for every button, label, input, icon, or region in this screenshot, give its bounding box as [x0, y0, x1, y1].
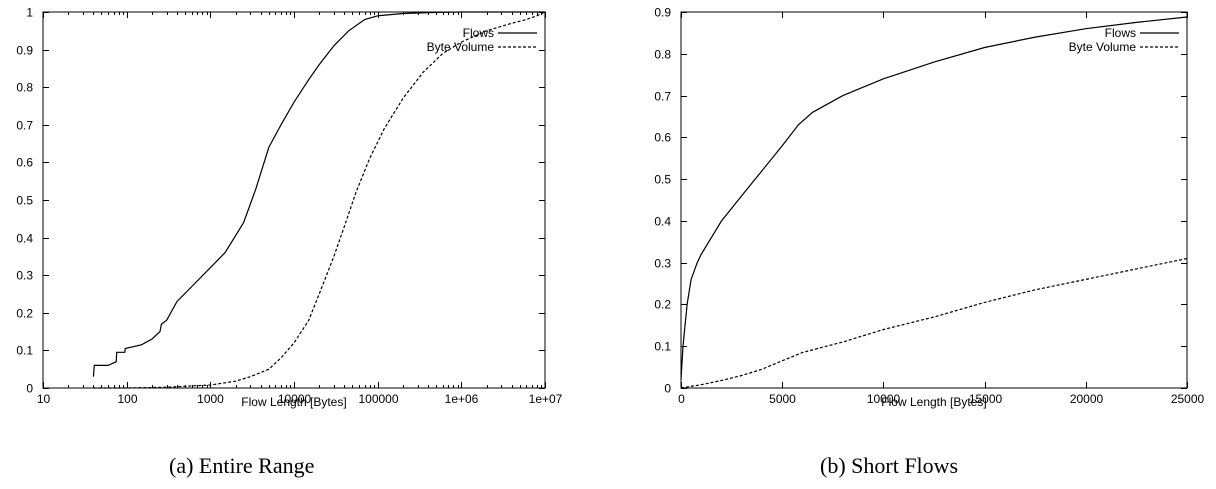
x-tick-label: 10 [37, 392, 51, 406]
y-tick-label: 0.6 [654, 131, 671, 145]
series-line-flows [680, 16, 1188, 380]
y-tick-label: 0.8 [16, 81, 33, 95]
plot-frame [680, 11, 1188, 389]
x-tick-label: 1000 [197, 392, 224, 406]
y-tick-label: 0.3 [654, 257, 671, 271]
x-axis-label: Flow Length [Bytes] [241, 395, 346, 409]
series-line-flows [92, 11, 545, 377]
x-tick-label: 1e+07 [529, 392, 563, 406]
x-tick-label: 1e+06 [445, 392, 479, 406]
x-tick-label: 5000 [769, 392, 796, 406]
legend-label: Byte Volume [427, 40, 495, 54]
y-tick-label: 0.9 [16, 44, 33, 58]
y-tick-label: 0.8 [654, 48, 671, 62]
x-tick-label: 20000 [1070, 392, 1104, 406]
y-tick-label: 0.5 [654, 173, 671, 187]
x-tick-label: 100000 [358, 392, 398, 406]
plot-frame [42, 11, 546, 389]
chart-panel-0: 0 0.1 0.2 0.3 0.4 0.5 0.6 0.7 0.8 0.9 1 10 100 1000 10… [16, 6, 562, 479]
y-tick-label: 0.1 [654, 340, 671, 354]
y-tick-label: 0.4 [16, 232, 33, 246]
y-tick-label: 0 [26, 382, 33, 396]
y-tick-label: 0.1 [16, 344, 33, 358]
x-tick-label: 10000 [278, 392, 312, 406]
y-tick-label: 0.2 [16, 307, 33, 321]
legend-label: Flows [1105, 26, 1136, 40]
x-tick-label: 15000 [969, 392, 1003, 406]
x-tick-label: 100 [117, 392, 137, 406]
legend-label: Byte Volume [1069, 40, 1137, 54]
y-tick-label: 0.9 [654, 6, 671, 20]
y-tick-label: 0.4 [654, 215, 671, 229]
y-tick-label: 0.5 [16, 194, 33, 208]
y-tick-label: 1 [26, 6, 33, 20]
x-tick-label: 0 [678, 392, 685, 406]
y-tick-label: 0.2 [654, 298, 671, 312]
y-tick-label: 0.3 [16, 269, 33, 283]
series-line-byte-volume [93, 11, 546, 389]
y-tick-label: 0.7 [654, 90, 671, 104]
legend-label: Flows [463, 26, 494, 40]
chart-panel-1: 0 0.1 0.2 0.3 0.4 0.5 0.6 0.7 0.8 0.9 0 5000 10000 15… [654, 6, 1204, 479]
x-tick-label: 10000 [867, 392, 901, 406]
y-tick-label: 0.7 [16, 119, 33, 133]
y-tick-label: 0 [664, 382, 671, 396]
x-tick-label: 25000 [1171, 392, 1205, 406]
x-axis-label: Flow Length [Bytes] [881, 395, 986, 409]
figure-caption: (a) Entire Range [169, 453, 314, 478]
figure-caption: (b) Short Flows [820, 453, 958, 478]
series-line-byte-volume [680, 257, 1188, 389]
y-tick-label: 0.6 [16, 156, 33, 170]
